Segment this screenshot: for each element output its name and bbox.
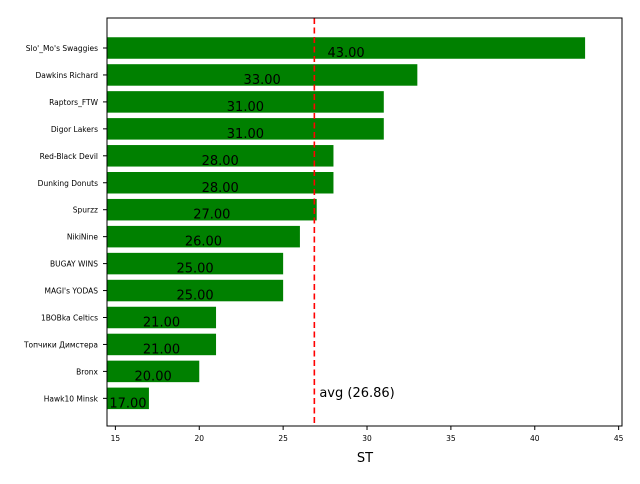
bar [107,145,334,167]
bar-value-label: 31.00 [227,127,264,142]
x-tick-label: 45 [614,434,624,443]
axes-layer: 15 20 25 30 35 40 45 Slo'_Mo's Swaggies Dawkins … [23,17,624,443]
y-tick-label: Dawkins Richard [36,71,99,80]
y-tick-label: Red-Black Devil [40,152,98,161]
bar [107,172,334,194]
bar-value-label: 21.00 [143,342,180,357]
x-axis-title: ST [357,451,373,466]
bar [107,252,284,275]
y-tick-label: 1BOBka Celtics [41,314,98,323]
y-tick-label: Digor Lakers [51,125,98,134]
y-tick-label: Spurzz [73,206,98,215]
y-tick-label: Bronx [76,367,98,376]
bar [107,37,586,59]
y-tick-label: MAGI's YODAS [45,287,99,296]
x-tick-label: 20 [194,434,204,443]
plot-frame [106,17,623,427]
bar [107,387,149,410]
bar [107,279,284,302]
x-tick-label: 30 [362,434,372,443]
bar-value-label: 43.00 [327,46,364,61]
bar [107,333,217,356]
value-labels-layer: 43.00 33.00 31.00 31.00 28.00 28.00 27.00 26.00… [109,46,364,411]
y-tick-label: BUGAY WINS [50,260,98,269]
y-tick-label: Hawk10 Minsk [44,394,99,403]
bar-value-label: 25.00 [176,289,213,304]
bar [107,225,300,248]
bars-layer [107,37,586,410]
bar-value-label: 20.00 [135,369,172,384]
y-tick-label: Топчики Димстера [23,340,98,349]
y-tick-label: NikiNine [67,233,99,242]
x-tick-label: 25 [278,434,288,443]
bar-value-label: 28.00 [202,181,239,196]
bar-value-label: 31.00 [227,100,264,115]
bar [107,360,200,383]
average-line-layer: avg (26.86) [313,18,395,426]
y-tick-label: Slo'_Mo's Swaggies [26,44,98,53]
bar-value-label: 17.00 [109,396,146,411]
y-tick-label: Raptors_FTW [49,98,98,107]
bar-value-label: 21.00 [143,316,180,331]
x-tick-label: 40 [530,434,540,443]
bar [107,64,418,86]
bar-value-label: 26.00 [185,235,222,250]
bar-value-label: 28.00 [202,154,239,169]
average-line-label: avg (26.86) [319,386,394,401]
x-tick-label: 15 [111,434,121,443]
bar-value-label: 25.00 [176,262,213,277]
y-tick-label: Dunking Donuts [38,179,98,188]
x-tick-label: 35 [446,434,456,443]
bar [107,198,317,221]
bar-value-label: 27.00 [193,208,230,223]
bar [107,306,217,329]
bar-value-label: 33.00 [244,73,281,88]
